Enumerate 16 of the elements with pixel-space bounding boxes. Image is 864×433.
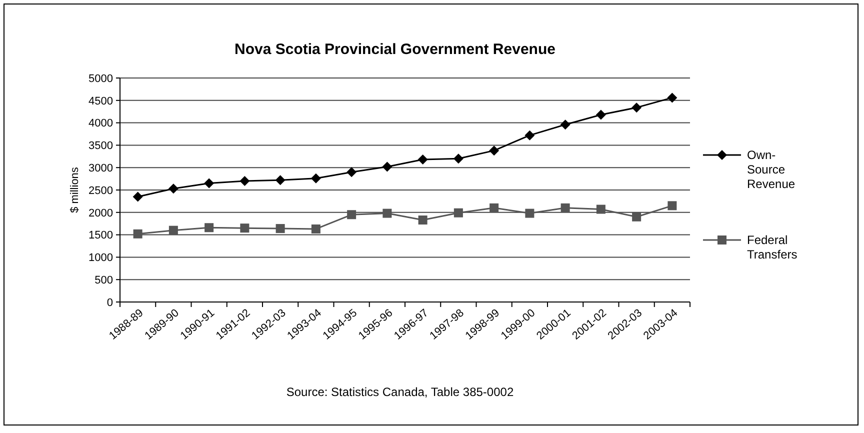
y-tick-label: 2500 — [88, 184, 113, 197]
source-note: Source: Statistics Canada, Table 385-0002 — [286, 385, 514, 399]
y-tick-label: 3000 — [88, 162, 113, 174]
y-tick-label: 1500 — [88, 230, 113, 242]
y-tick-label: 500 — [94, 274, 113, 286]
y-tick-label: 5000 — [88, 72, 113, 85]
y-tick-label: 4000 — [88, 118, 113, 130]
y-tick-label: 1000 — [88, 252, 113, 264]
legend-label: Federal Transfers — [747, 233, 798, 262]
chart-title: Nova Scotia Provincial Government Revenue — [234, 41, 556, 58]
legend-label: Own-Source Revenue — [747, 148, 796, 191]
y-tick-label: 4500 — [88, 95, 113, 108]
y-tick-label: 2000 — [88, 207, 113, 220]
y-tick-label: 0 — [106, 296, 113, 309]
y-axis-title: $ millions — [69, 166, 81, 213]
y-tick-label: 3500 — [88, 140, 113, 152]
